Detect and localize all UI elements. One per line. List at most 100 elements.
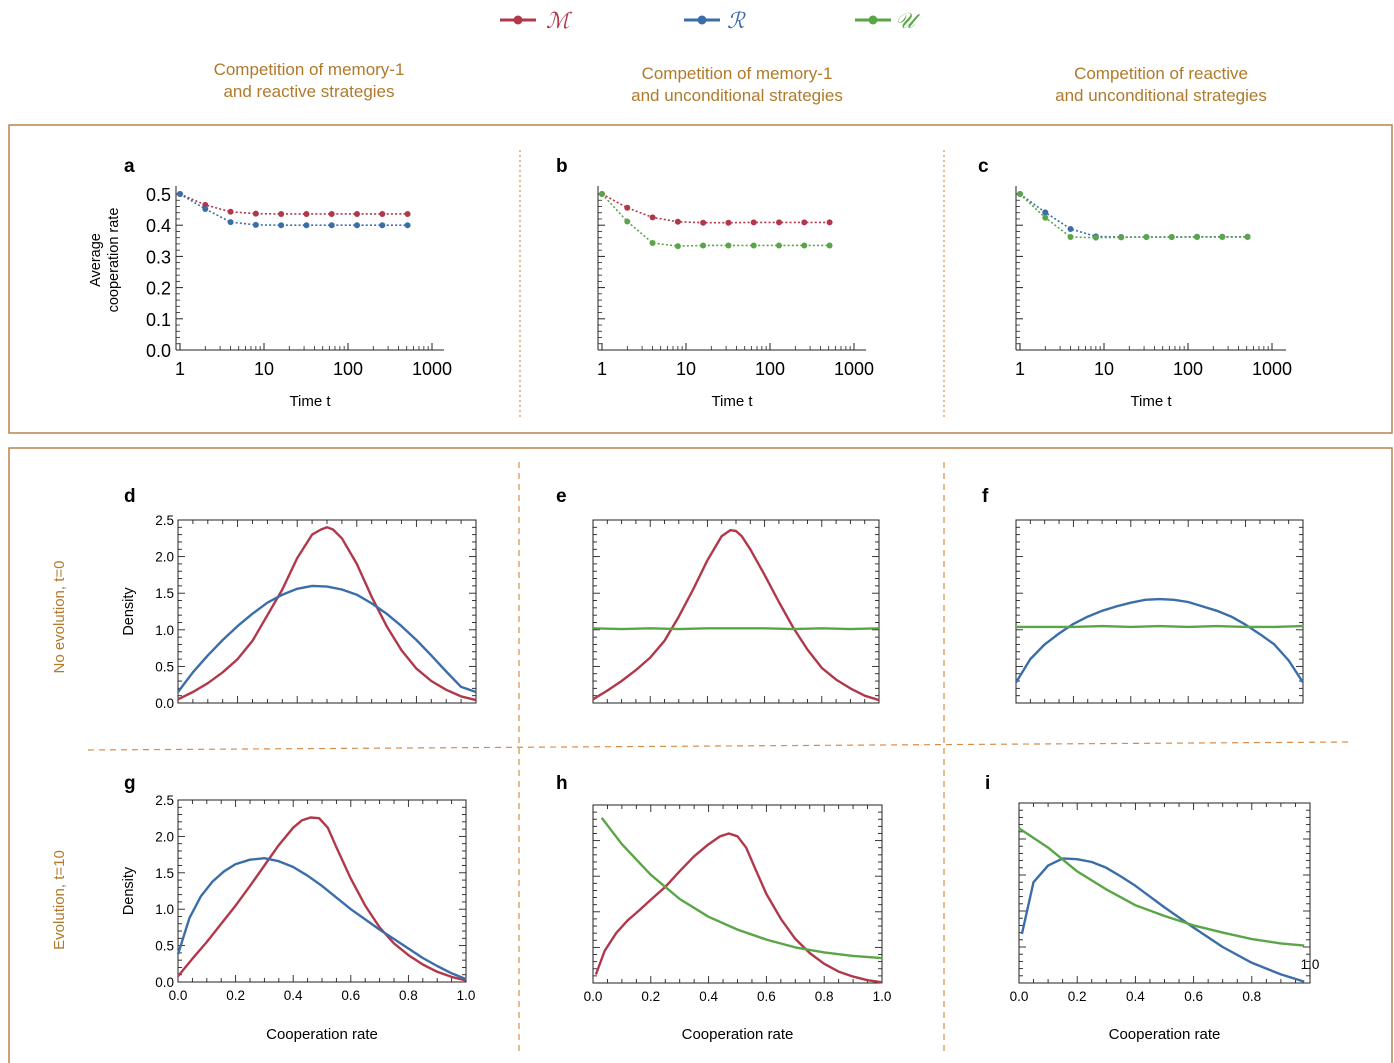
plot-frame-i [1018, 802, 1311, 984]
x-tick-label-h: 0.4 [699, 989, 718, 1004]
column-title-1-line-1: Competition of memory-1 [214, 60, 405, 79]
x-tick-label-a: 100 [333, 359, 363, 379]
data-point-c-1 [1143, 234, 1150, 241]
x-tick-label-b: 1000 [834, 359, 874, 379]
series-line-d-1 [177, 584, 477, 694]
data-point-a-0 [379, 210, 386, 217]
data-point-b-0 [750, 219, 757, 226]
panel-letter-g: g [124, 773, 136, 794]
x-axis-title-g: Cooperation rate [266, 1026, 378, 1043]
y-tick-label-g: 1.0 [155, 902, 174, 917]
data-point-a-1 [227, 219, 234, 226]
legend-label-u: 𝒰 [895, 8, 921, 33]
data-point-b-0 [624, 204, 631, 211]
series-line-f-0 [1014, 597, 1305, 684]
dividers [87, 150, 1353, 1052]
y-tick-label-g: 0.0 [155, 975, 174, 990]
data-point-c-1 [1168, 234, 1175, 241]
x-tick-label-c: 10 [1094, 359, 1114, 379]
x-tick-label-a: 1000 [412, 359, 452, 379]
y-tick-label-d: 2.0 [155, 550, 174, 565]
plot-frame-f [1015, 519, 1304, 704]
panel-letter-d: d [124, 486, 136, 507]
panel-letter-h: h [556, 773, 568, 794]
panel-d: d 0.0 0.5 1.0 1.5 2.0 2.5 Density [121, 486, 477, 711]
plot-frame-e [592, 519, 880, 704]
data-point-b-0 [649, 214, 656, 221]
data-point-a-0 [227, 208, 234, 215]
x-axis-title-b: Time t [711, 393, 753, 410]
data-point-a-0 [404, 210, 411, 217]
x-tick-label-h: 1.0 [873, 989, 892, 1004]
x-tick-label-g: 0.2 [226, 988, 245, 1003]
x-tick-label-g: 0.4 [284, 988, 303, 1003]
data-point-b-0 [826, 219, 833, 226]
data-point-b-0 [801, 219, 808, 226]
series-line-d-0 [177, 526, 477, 702]
data-point-c-1 [1042, 214, 1049, 221]
plot-frame-g [177, 799, 467, 983]
column-title-3-line-1: Competition of reactive [1074, 64, 1248, 83]
y-tick-label-a: 0.3 [146, 247, 171, 267]
y-tick-label-g: 2.5 [155, 793, 174, 808]
y-tick-label-g: 0.5 [155, 939, 174, 954]
panel-letter-e: e [556, 486, 567, 507]
series-line-e-1 [592, 627, 880, 631]
legend: ℳ ℛ 𝒰 [500, 8, 921, 33]
x-tick-label-b: 100 [755, 359, 785, 379]
y-tick-label-g: 2.0 [155, 829, 174, 844]
series-line-f-1 [1016, 624, 1304, 629]
top-row-frame [8, 124, 1393, 434]
series-line-i-0 [1020, 857, 1305, 983]
data-point-c-1 [1017, 191, 1023, 197]
data-point-a-0 [328, 210, 335, 217]
y-tick-label-a: 0.5 [146, 185, 171, 205]
data-point-a-0 [278, 210, 285, 217]
series-line-b-0 [601, 193, 830, 224]
y-tick-label-a: 0.2 [146, 279, 171, 299]
x-tick-label-c: 100 [1173, 359, 1203, 379]
x-tick-label-g: 0.8 [399, 988, 418, 1003]
legend-marker-m [513, 15, 523, 25]
data-point-b-1 [750, 242, 757, 249]
x-tick-label-b: 10 [676, 359, 696, 379]
legend-item-m: ℳ [500, 8, 573, 33]
data-point-a-0 [354, 210, 361, 217]
data-point-a-1 [328, 222, 335, 229]
data-point-a-1 [278, 222, 285, 229]
y-tick-label-d: 0.5 [155, 659, 174, 674]
panel-letter-a: a [124, 156, 135, 177]
data-point-c-1 [1067, 234, 1074, 241]
legend-label-r: ℛ [727, 8, 746, 33]
row-label-no-evolution: No evolution, t=0 [51, 561, 68, 674]
legend-item-u: 𝒰 [855, 8, 921, 33]
legend-marker-r [697, 15, 707, 25]
y-axis-title-g: Density [121, 866, 137, 915]
y-axis-title-a: Average [88, 233, 104, 287]
divider-horizontal [87, 741, 1353, 751]
x-tick-label-i: 0.2 [1068, 989, 1087, 1004]
data-point-b-1 [801, 242, 808, 249]
panel-c: c 1 10 100 1000 Time t [978, 156, 1292, 410]
y-tick-label-a: 0.1 [146, 310, 171, 330]
y-tick-label-a: 0.0 [146, 341, 171, 361]
y-tick-label-d: 1.0 [155, 623, 174, 638]
x-tick-label-i: 0.6 [1184, 989, 1203, 1004]
column-titles: Competition of memory-1 and reactive str… [214, 60, 1267, 105]
x-tick-label-i: 0.0 [1010, 989, 1029, 1004]
panel-letter-f: f [982, 486, 989, 507]
x-tick-label-h: 0.6 [757, 989, 776, 1004]
data-point-a-1 [202, 205, 209, 212]
plot-frame-h [592, 804, 883, 984]
y-tick-label-a: 0.4 [146, 216, 171, 236]
legend-item-r: ℛ [684, 8, 746, 33]
data-point-c-1 [1194, 234, 1201, 241]
data-point-c-1 [1092, 234, 1099, 241]
panel-e: e [556, 486, 880, 704]
x-tick-label-c: 1 [1015, 359, 1025, 379]
data-point-b-0 [674, 218, 681, 225]
panel-a: a 1 10 100 1000 0.0 0.1 0.2 0.3 0.4 0.5 Time t Avera… [88, 156, 452, 410]
data-point-c-1 [1219, 234, 1226, 241]
data-point-c-0 [1067, 225, 1074, 232]
panel-h: h 0.0 0.2 0.4 0.6 0.8 1.0 Cooperation rate [556, 773, 891, 1043]
